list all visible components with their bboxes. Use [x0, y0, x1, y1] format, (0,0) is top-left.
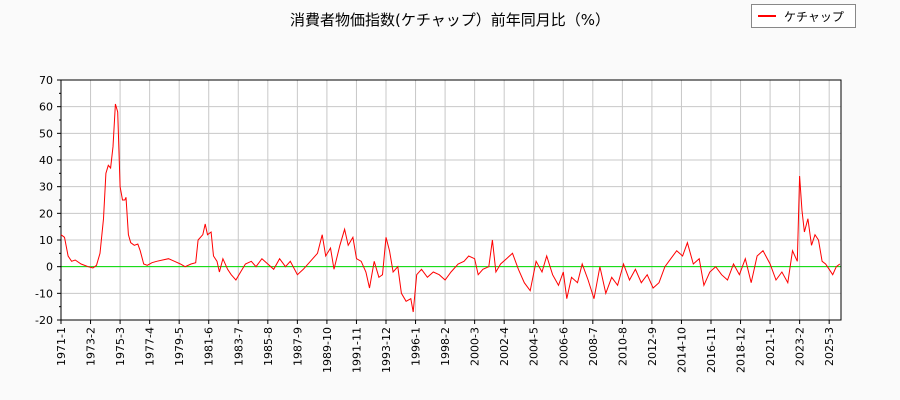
x-tick-label: 1996-1 — [410, 327, 423, 366]
x-tick-label: 2021-1 — [764, 327, 777, 366]
series-line — [60, 103, 841, 313]
legend-swatch — [758, 15, 776, 17]
y-tick-label: -20 — [35, 314, 53, 327]
x-tick-label: 2002-4 — [498, 327, 511, 366]
plot-background — [61, 80, 841, 320]
x-tick-label: 1975-3 — [114, 327, 127, 366]
x-tick-label: 1981-6 — [203, 327, 216, 366]
chart-title: 消費者物価指数(ケチャップ）前年同月比（%） — [290, 11, 610, 29]
x-tick-label: 2006-6 — [557, 327, 570, 366]
y-tick-label: 40 — [39, 154, 53, 167]
x-tick-label: 1973-2 — [85, 327, 98, 366]
y-tick-label: 30 — [39, 181, 53, 194]
x-tick-label: 1983-7 — [232, 327, 245, 366]
y-tick-label: 0 — [46, 261, 53, 274]
legend: ケチャップ — [751, 4, 856, 28]
y-tick-label: 50 — [39, 127, 53, 140]
x-tick-label: 1998-2 — [439, 327, 452, 366]
legend-label: ケチャップ — [784, 10, 844, 24]
y-tick-label: 60 — [39, 101, 53, 114]
y-tick-label: 20 — [39, 207, 53, 220]
y-tick-label: 10 — [39, 234, 53, 247]
x-tick-label: 1977-4 — [144, 327, 157, 366]
x-tick-label: 2014-10 — [675, 327, 688, 373]
x-tick-label: 2025-3 — [823, 327, 836, 366]
x-tick-label: 1989-10 — [321, 327, 334, 373]
y-tick-label: -10 — [35, 287, 53, 300]
x-tick-label: 1985-8 — [262, 327, 275, 366]
plot-frame — [60, 79, 842, 321]
x-tick-label: 1971-1 — [55, 327, 68, 366]
x-tick-label: 2018-12 — [735, 327, 748, 373]
x-tick-label: 2010-8 — [616, 327, 629, 366]
x-tick-label: 1993-12 — [380, 327, 393, 373]
x-tick-label: 2023-2 — [794, 327, 807, 366]
x-tick-label: 2016-11 — [705, 327, 718, 373]
x-tick-label: 1987-9 — [291, 327, 304, 366]
x-tick-label: 1979-5 — [173, 327, 186, 366]
x-tick-label: 2004-5 — [528, 327, 541, 366]
x-tick-label: 2008-7 — [587, 327, 600, 366]
x-tick-label: 2000-3 — [469, 327, 482, 366]
x-tick-label: 2012-9 — [646, 327, 659, 366]
y-tick-label: 70 — [39, 74, 53, 87]
x-tick-label: 1991-11 — [350, 327, 363, 373]
